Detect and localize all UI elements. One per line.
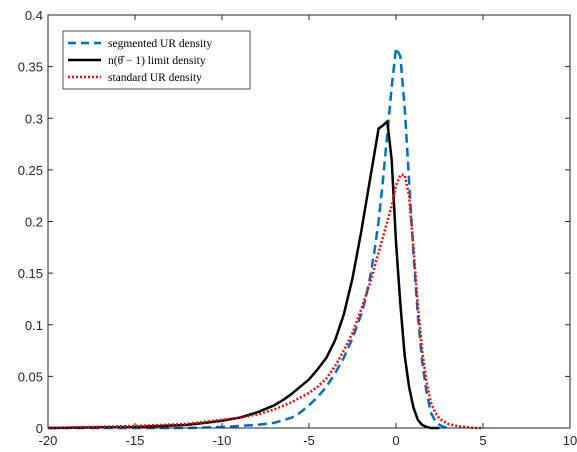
x-tick-label: -10 <box>213 433 232 448</box>
legend: segmented UR density n(θ̂ − 1) limit den… <box>62 30 251 90</box>
legend-label-standard: standard UR density <box>108 72 202 84</box>
y-tick-label: 0.25 <box>18 163 43 178</box>
y-tick-label: 0.4 <box>25 8 43 23</box>
ticks-layer: -20 -15 -10 -5 0 5 10 0 0.05 0.1 0.15 0.2 0.25 0.3 0.3… <box>18 8 577 448</box>
segmented-ur-density-line <box>48 46 449 430</box>
series-layer <box>47 46 483 430</box>
y-tick-label: 0 <box>36 421 43 436</box>
y-tick-label: 0.35 <box>18 60 43 75</box>
standard-ur-density-line <box>47 173 483 430</box>
y-tick-label: 0.2 <box>25 215 43 230</box>
legend-label-limit: n(θ̂ − 1) limit density <box>108 55 206 67</box>
x-tick-label: -5 <box>303 433 315 448</box>
x-tick-label: 10 <box>563 433 577 448</box>
limit-density-line <box>47 120 440 430</box>
legend-label-segmented: segmented UR density <box>108 38 212 50</box>
y-tick-label: 0.1 <box>25 318 43 333</box>
y-tick-label: 0.05 <box>18 369 43 384</box>
x-tick-label: -15 <box>126 433 145 448</box>
y-tick-label: 0.15 <box>18 266 43 281</box>
y-tick-label: 0.3 <box>25 111 43 126</box>
x-tick-label: 0 <box>392 433 399 448</box>
x-tick-label: 5 <box>479 433 486 448</box>
x-tick-label: -20 <box>39 433 58 448</box>
